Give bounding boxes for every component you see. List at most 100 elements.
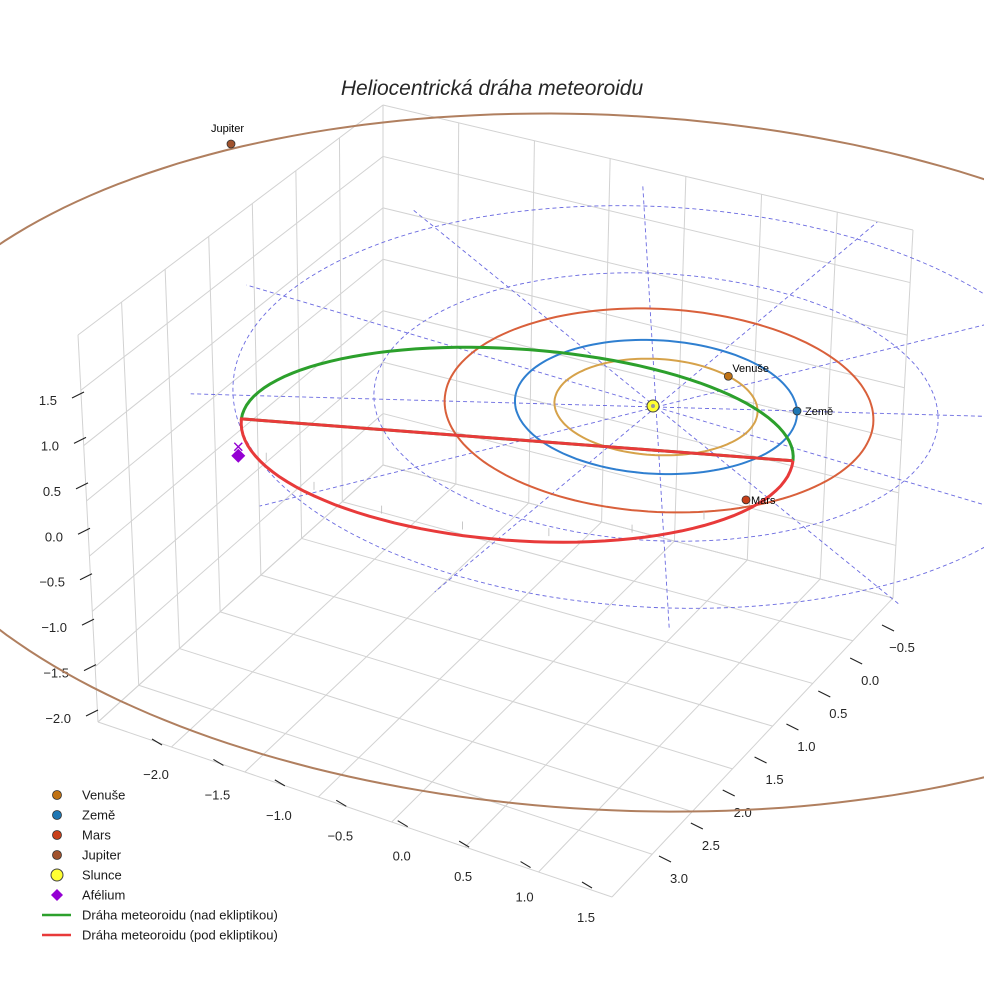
left-wall-gridline: [295, 170, 303, 539]
right-wall-gridline: [673, 176, 687, 542]
tick-label: 3.0: [670, 871, 688, 886]
tick-mark: [881, 624, 895, 632]
reference-spoke: [655, 406, 901, 606]
tick-label: −1.5: [43, 666, 69, 681]
tick-mark: [213, 758, 224, 766]
floor-gridline: [538, 578, 821, 873]
sun-core: [651, 404, 655, 408]
right-wall-gridline: [455, 122, 460, 485]
tick-mark: [849, 657, 863, 665]
tick-label: 0.0: [393, 849, 411, 864]
tick-mark: [73, 436, 87, 444]
left-wall-gridline: [83, 207, 384, 446]
right-wall-gridline: [382, 104, 914, 231]
reference-spoke: [655, 324, 984, 408]
tick-label: 2.0: [734, 805, 752, 820]
floor-gridline: [97, 721, 613, 898]
legend-marker: [52, 810, 62, 820]
legend-label: Afélium: [82, 888, 125, 903]
tick-label: −0.5: [889, 640, 915, 655]
floor-gridline: [97, 464, 384, 723]
floor-gridline: [342, 501, 853, 642]
earth-label: Země: [805, 406, 833, 418]
tick-mark: [690, 822, 704, 830]
tick-mark: [71, 391, 85, 399]
legend-label: Dráha meteoroidu (pod ekliptikou): [82, 928, 278, 943]
right-wall-gridline: [382, 310, 902, 441]
right-wall-gridline: [382, 155, 911, 284]
venus-marker: [723, 371, 733, 381]
mars-orbit: [443, 307, 875, 514]
tick-mark: [581, 881, 593, 889]
left-wall-gridline: [86, 258, 384, 502]
chart-title: Heliocentrická dráha meteoroidu: [341, 77, 644, 100]
tick-mark: [397, 820, 408, 828]
left-wall-gridline: [338, 137, 343, 502]
reference-spoke: [259, 406, 657, 507]
left-wall-gridline: [89, 310, 384, 557]
floor-gridline: [391, 540, 675, 823]
reference-spoke: [411, 208, 657, 408]
axis-ticks: −2.0 −1.5 −1.0 −0.5 0.0 0.5 1.0 1.5 −0.5 0.0 0.5 1.…: [39, 391, 915, 925]
reference-spoke: [655, 406, 984, 506]
tick-mark: [336, 799, 347, 807]
tick-mark: [81, 618, 95, 626]
ecliptic-reference-grid: [190, 185, 984, 629]
tick-mark: [77, 527, 91, 535]
legend-label: Mars: [82, 828, 111, 843]
tick-mark: [151, 738, 163, 746]
tick-mark: [79, 573, 93, 581]
venus-orbit: [553, 357, 759, 457]
left-wall-gridline: [77, 104, 384, 336]
right-wall-gridline: [382, 413, 896, 546]
venus-label: Venuše: [732, 363, 769, 375]
reference-spoke: [190, 393, 657, 408]
left-wall-gridline: [208, 236, 221, 612]
tick-mark: [458, 840, 470, 848]
tick-mark: [75, 482, 89, 490]
tick-label: 1.5: [766, 772, 784, 787]
legend-label: Země: [82, 808, 115, 823]
tick-label: 0.5: [829, 706, 847, 721]
left-wall-gridline: [94, 413, 384, 668]
left-wall-gridline: [251, 203, 262, 576]
right-wall-gridline: [601, 158, 611, 523]
tick-label: −1.0: [41, 620, 67, 635]
jupiter-label: Jupiter: [211, 123, 244, 135]
tick-mark: [754, 756, 767, 764]
legend-label: Jupiter: [82, 848, 122, 863]
tick-label: 0.5: [43, 484, 61, 499]
planet-orbits: [0, 112, 984, 813]
tick-label: −1.0: [266, 808, 292, 823]
aphelion-marker: [231, 448, 246, 463]
legend-marker: [52, 850, 62, 860]
meteoroid-orbit-above: [239, 345, 795, 463]
reference-spoke: [655, 406, 984, 417]
right-wall-gridline: [382, 361, 899, 494]
jupiter-marker: [226, 139, 236, 149]
tick-mark: [274, 779, 286, 787]
tick-label: 1.0: [516, 890, 534, 905]
floor-gridline: [611, 597, 894, 898]
legend-marker: [51, 889, 63, 901]
legend-marker: [52, 830, 62, 840]
earth-orbit: [514, 338, 798, 476]
tick-label: −2.0: [143, 767, 169, 782]
legend-label: Venuše: [82, 788, 125, 803]
jupiter-orbit: [0, 112, 984, 813]
right-wall-gridline: [819, 212, 838, 580]
tick-label: 1.0: [41, 438, 59, 453]
tick-label: −1.5: [205, 787, 231, 802]
floor-gridline: [179, 648, 693, 813]
aphelion-cross: [233, 442, 243, 452]
tick-mark: [818, 690, 831, 698]
floor-gridline: [219, 611, 733, 770]
floor-gridline: [260, 574, 773, 727]
floor-gridline: [171, 483, 457, 748]
tick-label: 0.0: [861, 673, 879, 688]
tick-mark: [520, 861, 531, 869]
legend-marker: [52, 790, 62, 800]
reference-spoke: [434, 406, 657, 593]
axis-panes: [77, 104, 914, 898]
